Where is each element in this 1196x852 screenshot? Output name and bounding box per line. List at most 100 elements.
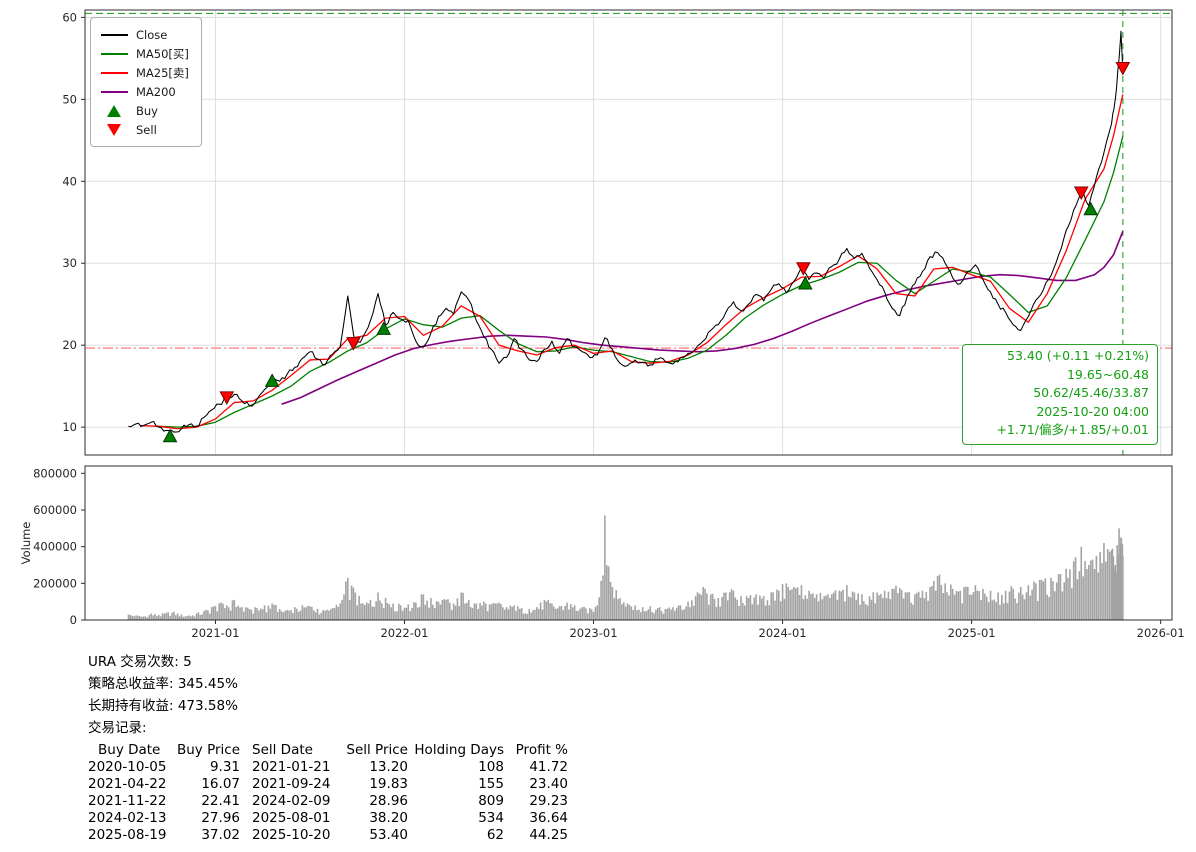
line-sample (100, 71, 128, 74)
summary-hold-return: 长期持有收益: 473.58% (88, 698, 238, 714)
axis-label: 2022-01 (380, 626, 428, 640)
legend-item-close: Close (99, 25, 189, 44)
trade-cell: 2021-09-24 (252, 776, 331, 792)
axis-label: 2026-01 (1137, 626, 1185, 640)
legend-item-ma50: MA50[买] (99, 44, 189, 63)
trade-cell: 29.23 (529, 793, 568, 809)
line-sample (100, 90, 128, 93)
axis-ticks (81, 16, 1162, 624)
axis-tick-labels: 10 20 30 40 50 60 0 200000 400000 600000 800000 202… (19, 10, 1185, 640)
trade-table-header: Holding Days (414, 742, 504, 758)
annotation-price: 53.40 (+0.11 +0.21%) (1007, 348, 1149, 363)
axis-label: 200000 (33, 576, 77, 590)
trade-cell: 13.20 (369, 759, 408, 775)
axis-label: 0 (70, 613, 77, 627)
axis-label: 50 (62, 92, 77, 106)
trade-cell: 22.41 (201, 793, 240, 809)
axis-label: 40 (62, 174, 77, 188)
buy-marker (264, 373, 280, 387)
trade-cell: 37.02 (201, 827, 240, 843)
trade-cell: 2025-08-19 (88, 827, 167, 843)
legend-line-swatch (99, 52, 129, 55)
trade-cell: 9.31 (209, 759, 240, 775)
volume-bars (127, 515, 1124, 620)
trade-table-header: Profit % (515, 742, 568, 758)
buy-marker (376, 321, 392, 335)
legend-line-swatch (99, 33, 129, 36)
trade-row: 2021-11-22 22.41 2024-02-09 28.96 809 29.23 (88, 793, 568, 810)
trade-cell: 19.83 (369, 776, 408, 792)
price-panel-border (84, 9, 1173, 456)
axis-label: 20 (62, 338, 77, 352)
price-gridlines (85, 10, 1172, 455)
trade-cell: 2025-08-01 (252, 810, 331, 826)
trade-cell: 28.96 (369, 793, 408, 809)
axis-label: 2023-01 (569, 626, 617, 640)
price-annotation-box: 53.40 (+0.11 +0.21%) 19.65~60.48 50.62/4… (962, 344, 1158, 445)
legend-label: Sell (136, 122, 157, 137)
axis-label: 800000 (33, 466, 77, 480)
trade-cell: 62 (486, 827, 504, 843)
trade-cell: 2021-04-22 (88, 776, 167, 792)
trade-cell: 108 (478, 759, 504, 775)
legend-label: MA50[买] (136, 46, 189, 61)
triangle-glyph (107, 104, 121, 117)
trade-row: 2020-10-05 9.31 2021-01-21 13.20 108 41.72 (88, 759, 568, 776)
trade-cell: 809 (478, 793, 504, 809)
annotation-ma-values: 50.62/45.46/33.87 (1033, 385, 1149, 400)
annotation-datetime: 2025-10-20 04:00 (1036, 403, 1149, 419)
sell-marker (1115, 61, 1131, 76)
ma200-line (281, 230, 1124, 405)
trade-table-header: Buy Date (98, 742, 161, 758)
trade-table-header: Sell Date (252, 742, 313, 758)
trade-cell: 41.72 (529, 759, 568, 775)
trade-cell: 2021-11-22 (88, 793, 167, 809)
trade-row: 2021-04-22 16.07 2021-09-24 19.83 155 23.40 (88, 776, 568, 793)
legend-label: Close (136, 27, 168, 42)
trade-cell: 44.25 (529, 827, 568, 843)
legend-item-ma25: MA25[卖] (99, 63, 189, 82)
triangle-glyph (107, 123, 121, 136)
annotation-range: 19.65~60.48 (1066, 366, 1149, 382)
legend-label: MA25[卖] (136, 65, 189, 80)
trade-table-header: Buy Price (176, 742, 240, 758)
axis-label: 2025-01 (948, 626, 996, 640)
trade-cell: 23.40 (529, 776, 568, 792)
trade-table: Buy Date Buy Price Sell Date Sell Price Hold… (88, 742, 568, 844)
sell-marker (346, 337, 361, 351)
legend-item-sell: Sell (99, 120, 189, 139)
trade-table-header: Sell Price (346, 742, 408, 758)
buy-marker (162, 428, 178, 443)
trade-table-header-row: Buy Date Buy Price Sell Date Sell Price Hold… (88, 742, 568, 759)
trade-cell: 2025-10-20 (252, 827, 331, 843)
legend-line-swatch (99, 71, 129, 74)
axis-label: 60 (62, 10, 77, 24)
ma50-line (158, 136, 1124, 428)
trade-cell: 16.07 (201, 776, 240, 792)
summary-strategy-return: 策略总收益率: 345.45% (88, 676, 238, 692)
legend-item-ma200: MA200 (99, 82, 189, 101)
axis-label: 10 (62, 420, 77, 434)
sell-marker (1073, 186, 1089, 201)
trade-cell: 36.64 (529, 810, 568, 826)
close-line (128, 30, 1124, 433)
trade-cell: 2024-02-13 (88, 810, 167, 826)
annotation-signal: +1.71/偏多/+1.85/+0.01 (996, 422, 1149, 437)
sell-triangle-icon (99, 123, 129, 136)
buy-marker (797, 275, 813, 290)
line-sample (100, 33, 128, 36)
trade-cell: 2021-01-21 (252, 759, 331, 775)
axis-label: Volume (19, 522, 33, 565)
axis-label: 400000 (33, 540, 77, 554)
buy-marker (1083, 201, 1099, 216)
trade-row: 2024-02-13 27.96 2025-08-01 38.20 534 36.64 (88, 810, 568, 827)
trade-cell: 534 (478, 810, 504, 826)
trade-cell: 53.40 (369, 827, 408, 843)
trade-cell: 38.20 (369, 810, 408, 826)
legend-label: Buy (136, 103, 158, 118)
axis-label: 30 (62, 256, 77, 270)
trade-cell: 2024-02-09 (252, 793, 331, 809)
volume-panel-border (84, 465, 1173, 621)
axis-label: 600000 (33, 503, 77, 517)
